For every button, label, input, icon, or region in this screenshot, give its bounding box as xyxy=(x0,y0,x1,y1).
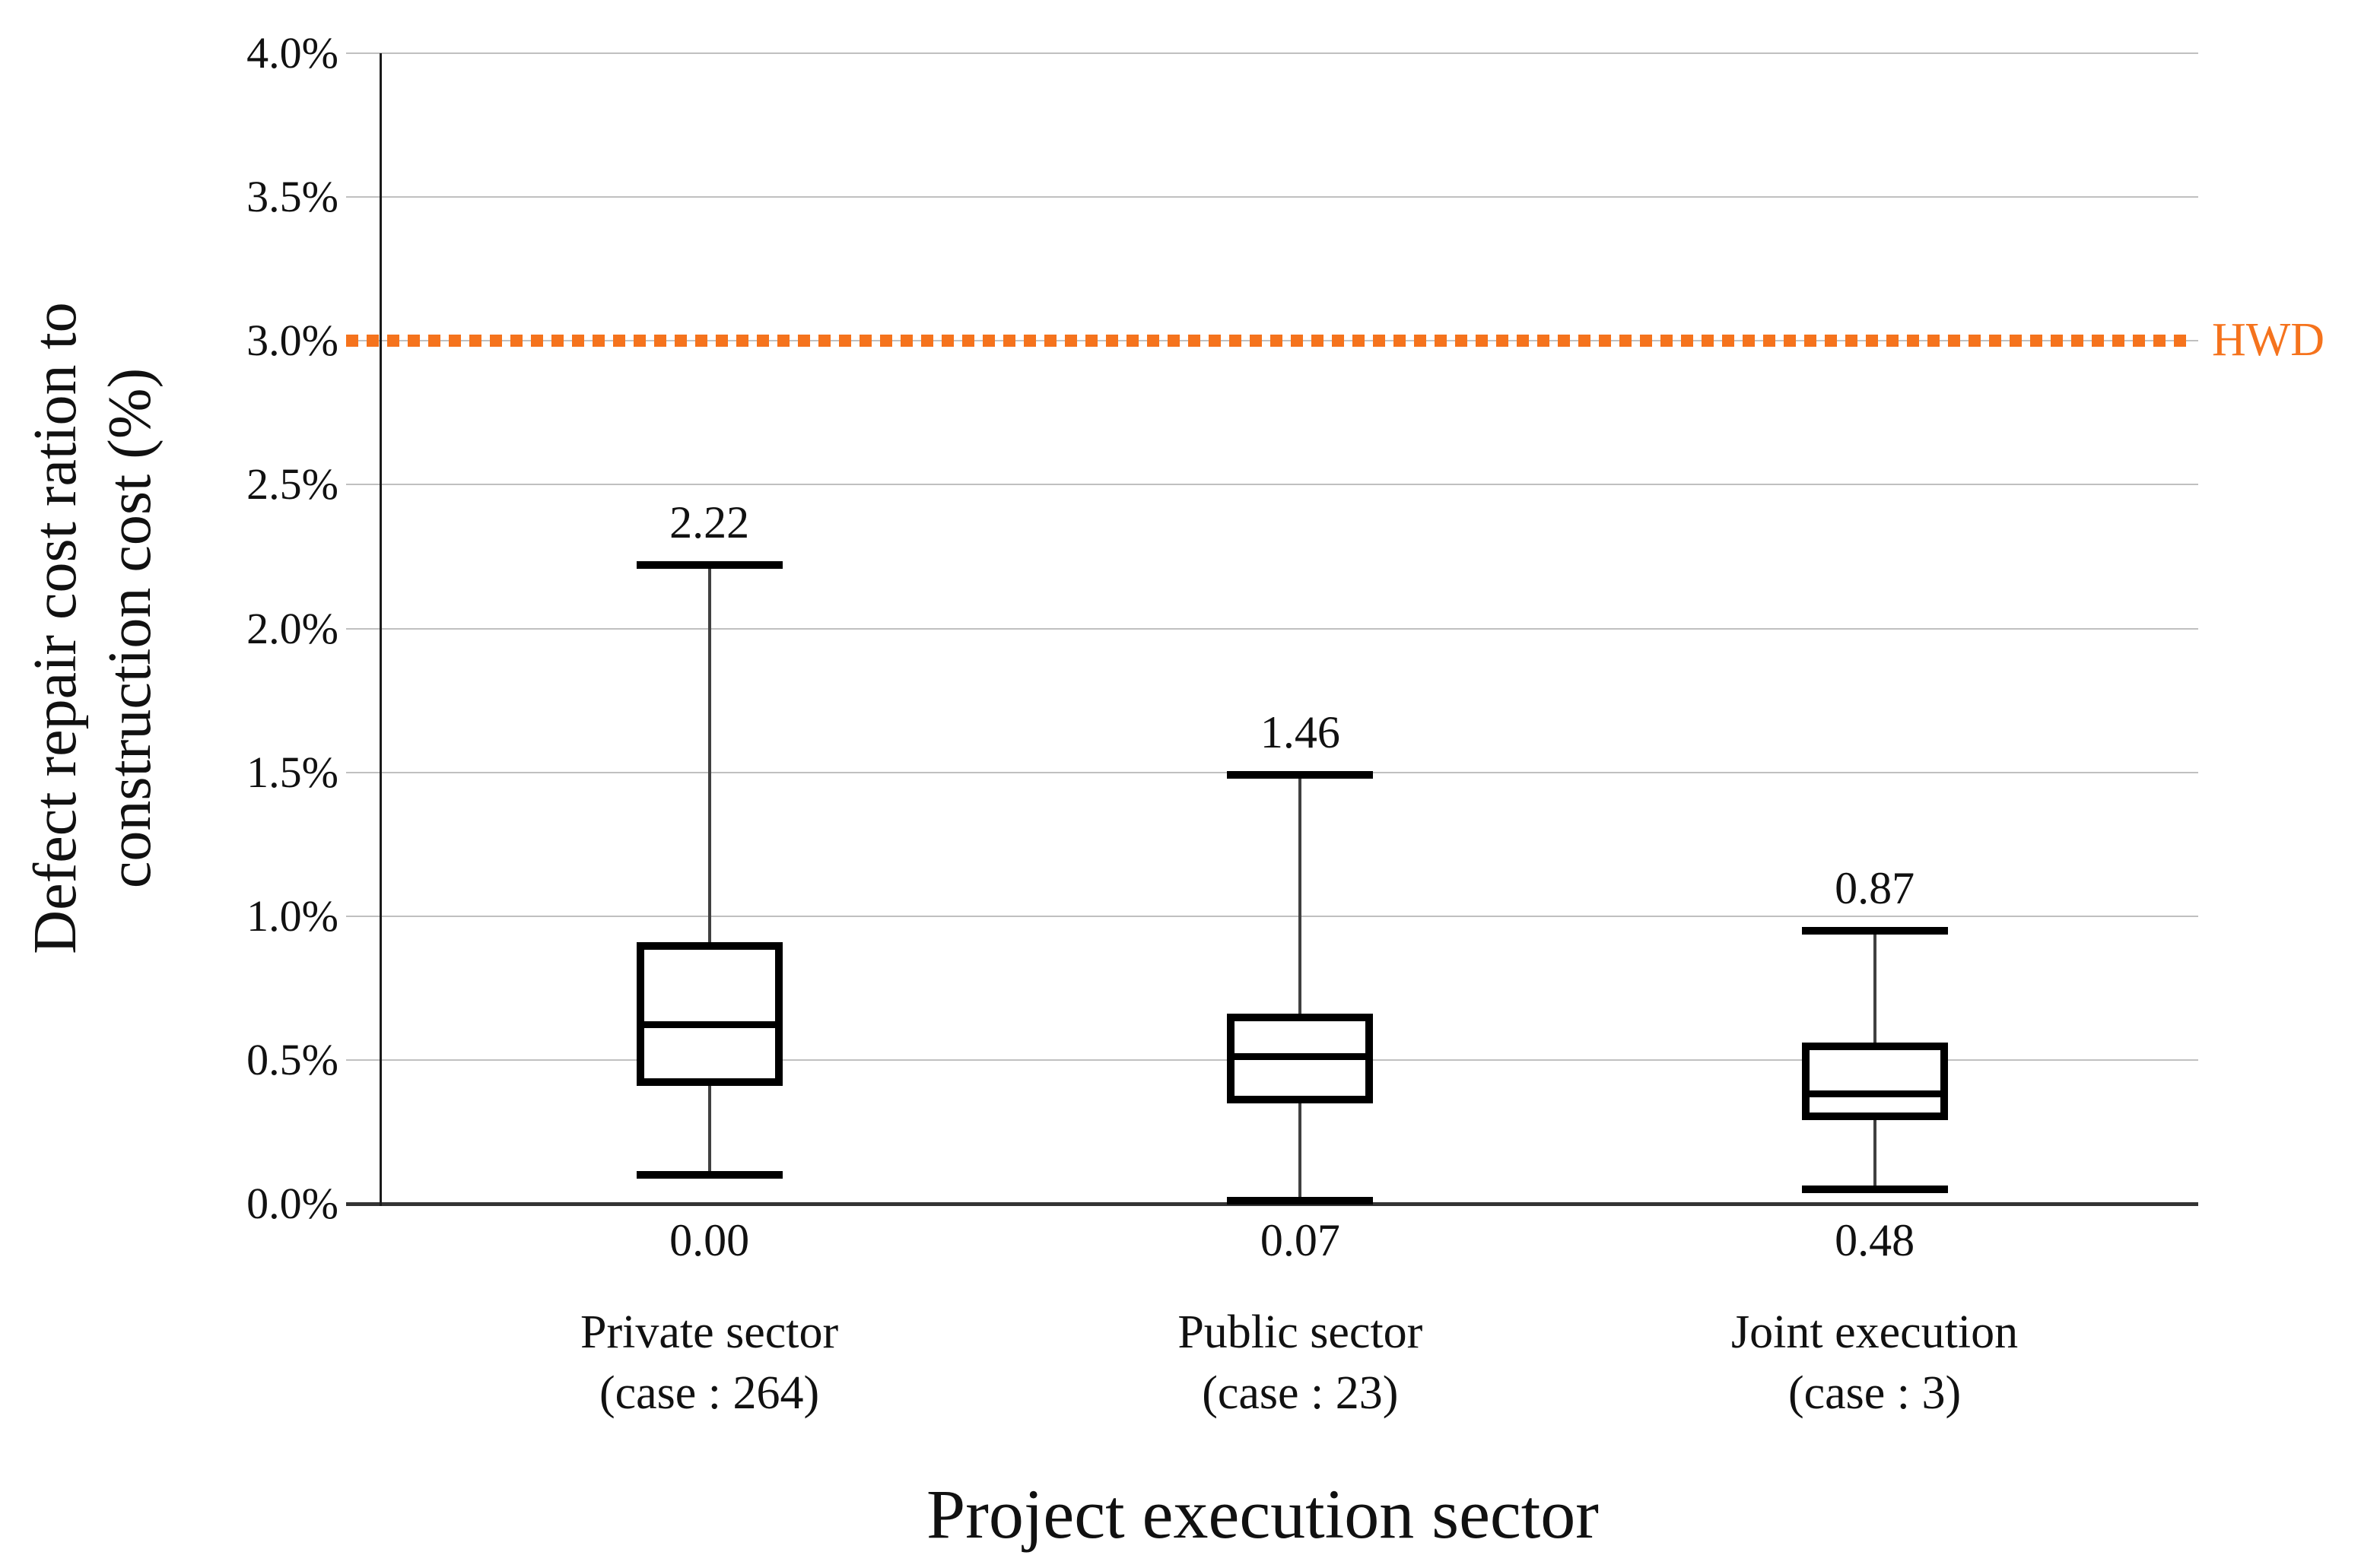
x-axis-title: Project execution sector xyxy=(926,1475,1599,1553)
category-case-count: (case : 264) xyxy=(599,1367,820,1419)
y-tick-label: 3.0% xyxy=(246,316,338,366)
box-iqr xyxy=(1801,1043,1948,1121)
box-median-line xyxy=(1801,1090,1948,1098)
category-label: Private sector (case : 264) xyxy=(466,1302,953,1424)
gridline xyxy=(346,627,2198,630)
y-axis-line xyxy=(380,53,382,1206)
category-name: Public sector xyxy=(1177,1306,1423,1358)
box-whisker-cap-top xyxy=(1801,926,1948,935)
category-case-count: (case : 3) xyxy=(1787,1367,1962,1419)
category-case-count: (case : 23) xyxy=(1202,1367,1399,1419)
box-min-label: 0.00 xyxy=(669,1215,750,1265)
box-median-line xyxy=(636,1021,783,1029)
hwd-reference-label: HWD xyxy=(2212,314,2325,366)
box-max-label: 0.87 xyxy=(1835,862,1915,913)
box-whisker-cap-bottom xyxy=(1227,1197,1374,1205)
gridline xyxy=(346,915,2198,917)
box-whisker-cap-top xyxy=(636,561,783,570)
box-whisker-cap-bottom xyxy=(1801,1186,1948,1194)
box-median-line xyxy=(1227,1053,1374,1061)
box-max-label: 1.46 xyxy=(1260,707,1340,758)
box-whisker-cap-bottom xyxy=(636,1171,783,1179)
y-tick-label: 3.5% xyxy=(246,172,338,222)
category-name: Joint execution xyxy=(1731,1306,2019,1358)
y-tick-label: 1.5% xyxy=(246,747,338,797)
category-label: Joint execution (case : 3) xyxy=(1632,1302,2118,1424)
y-tick-label: 4.0% xyxy=(246,28,338,78)
box-iqr xyxy=(636,941,783,1086)
box-max-label: 2.22 xyxy=(669,497,750,548)
gridline xyxy=(346,52,2198,54)
y-tick-label: 0.0% xyxy=(246,1179,338,1228)
hwd-reference-line xyxy=(346,335,2191,348)
y-tick-label: 2.5% xyxy=(246,459,338,509)
y-tick-label: 0.5% xyxy=(246,1034,338,1084)
category-name: Private sector xyxy=(580,1306,839,1358)
box-whisker-stem xyxy=(707,565,711,1176)
box-min-label: 0.48 xyxy=(1835,1215,1915,1265)
y-tick-label: 1.0% xyxy=(246,890,338,941)
gridline xyxy=(346,196,2198,198)
gridline xyxy=(346,484,2198,486)
category-label: Public sector (case : 23) xyxy=(1057,1302,1543,1424)
box-whisker-stem xyxy=(1298,775,1302,1201)
box-min-label: 0.07 xyxy=(1260,1215,1340,1265)
y-tick-label: 2.0% xyxy=(246,603,338,653)
box-whisker-cap-top xyxy=(1227,771,1374,779)
